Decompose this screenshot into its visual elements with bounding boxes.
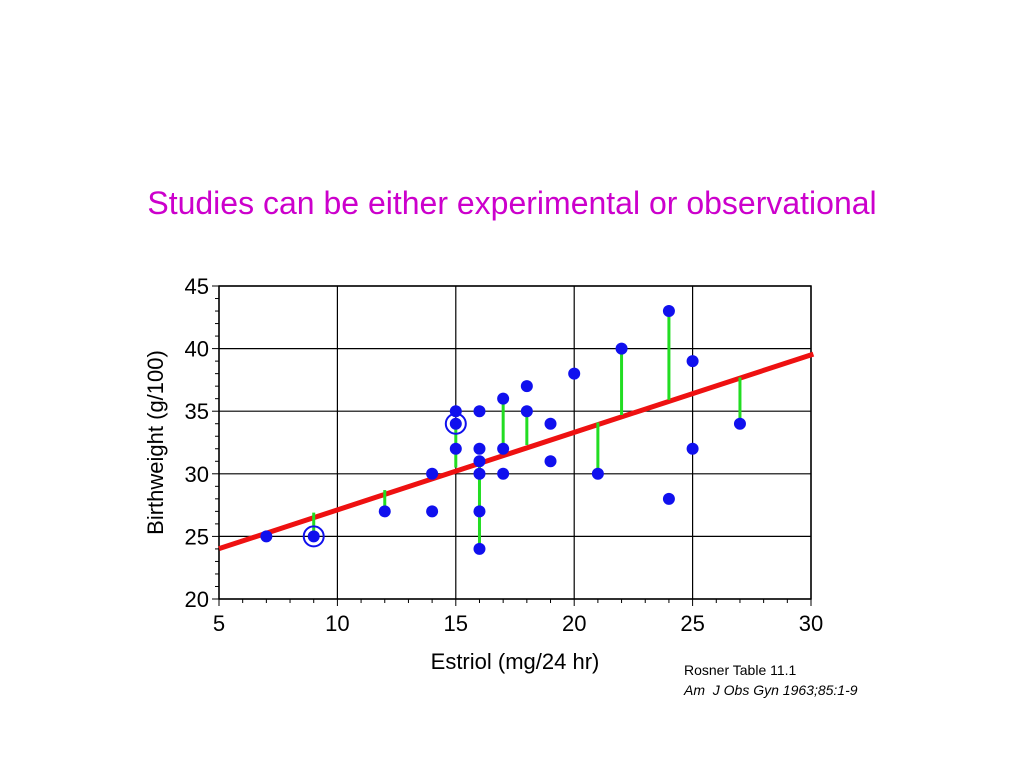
data-point (473, 405, 486, 418)
data-point (544, 417, 557, 430)
x-axis-label: Estriol (mg/24 hr) (431, 649, 600, 674)
citation-source: Rosner Table 11.1 (684, 662, 797, 678)
x-tick-label: 5 (213, 611, 225, 636)
highlight-ring (302, 525, 325, 548)
data-point (520, 405, 533, 418)
data-point (473, 505, 486, 518)
citation-journal: Am J Obs Gyn 1963;85:1-9 (684, 682, 858, 698)
data-point (473, 467, 486, 480)
x-tick-label: 15 (444, 611, 468, 636)
y-tick-label: 25 (185, 524, 209, 549)
data-point (497, 467, 510, 480)
data-point (568, 367, 581, 380)
data-point (473, 442, 486, 455)
data-point (473, 542, 486, 555)
y-tick-label: 40 (185, 337, 209, 362)
y-tick-label: 20 (185, 587, 209, 612)
data-point (662, 492, 675, 505)
y-tick-label: 35 (185, 399, 209, 424)
regression-line (218, 351, 815, 552)
slide-title: Studies can be either experimental or ob… (147, 185, 877, 221)
y-axis-label: Birthweight (g/100) (143, 350, 168, 535)
data-point (591, 467, 604, 480)
data-point (544, 455, 557, 468)
data-point (426, 505, 439, 518)
x-tick-label: 20 (562, 611, 586, 636)
data-point (449, 417, 462, 430)
data-point (733, 417, 746, 430)
data-point (686, 442, 699, 455)
x-tick-label: 30 (799, 611, 823, 636)
data-point (497, 392, 510, 405)
y-tick-label: 45 (185, 274, 209, 299)
data-point (497, 442, 510, 455)
data-point (426, 467, 439, 480)
x-tick-label: 25 (680, 611, 704, 636)
y-tick-label: 30 (185, 462, 209, 487)
data-point (686, 355, 699, 368)
data-point (449, 442, 462, 455)
data-point (473, 455, 486, 468)
data-point (307, 530, 320, 543)
data-point (260, 530, 273, 543)
data-point (378, 505, 391, 518)
data-point (520, 380, 533, 393)
data-point (615, 342, 628, 355)
x-tick-label: 10 (325, 611, 349, 636)
highlight-ring (444, 412, 467, 435)
citation: Rosner Table 11.1 Am J Obs Gyn 1963;85:1… (684, 660, 858, 700)
data-point (662, 305, 675, 318)
plot-frame (218, 285, 812, 600)
